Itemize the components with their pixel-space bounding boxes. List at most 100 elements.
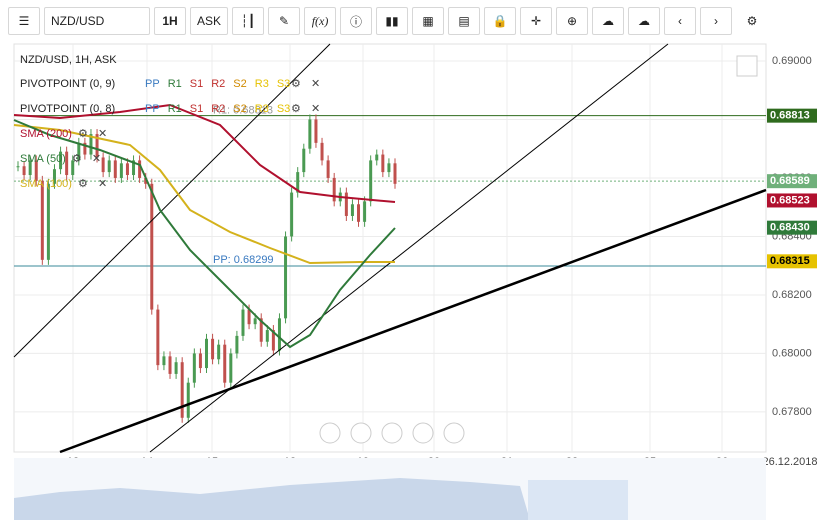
candle xyxy=(381,154,385,173)
candle xyxy=(22,166,26,176)
info[interactable]: ⓘ xyxy=(340,7,373,35)
candle xyxy=(308,119,312,149)
candle xyxy=(52,169,56,184)
candle xyxy=(205,338,208,369)
candle xyxy=(95,134,99,158)
candle xyxy=(350,204,354,216)
candle xyxy=(138,160,142,178)
price-tag-label: 0.68589 xyxy=(770,175,810,187)
r1-label: R1: 0.68813 xyxy=(213,105,273,117)
pivot-level: R2 xyxy=(211,78,225,90)
side[interactable]: ASK xyxy=(190,7,229,35)
candle xyxy=(28,160,32,176)
price-tag xyxy=(767,108,817,123)
sma-name: SMA (50) xyxy=(20,153,66,165)
candle xyxy=(83,142,87,155)
zoom-out[interactable] xyxy=(350,422,372,444)
toolbar: ☰ NZD/USD 1H ASK ┆┃ ✎ f(x) ⓘ ▮▮ ▦ ▤ 🔒 ✛ … xyxy=(0,0,828,42)
menu[interactable]: ☰ xyxy=(8,7,40,35)
candle xyxy=(77,142,81,161)
pivot-level: S3 xyxy=(277,103,290,115)
candle xyxy=(16,166,20,168)
candle xyxy=(393,163,397,184)
symbol[interactable]: NZD/USD xyxy=(44,7,150,35)
close: ✕ xyxy=(92,153,101,165)
candle xyxy=(241,309,245,336)
candle xyxy=(223,344,227,383)
pivot-name: PIVOTPOINT (0, 8) xyxy=(20,103,115,115)
candle xyxy=(332,177,336,202)
sma-name: SMA (200) xyxy=(20,128,72,140)
candle xyxy=(235,335,239,354)
sma-name: SMA (100) xyxy=(20,178,72,190)
next[interactable]: › xyxy=(700,7,733,35)
candle xyxy=(125,163,129,176)
candle xyxy=(180,362,184,418)
candle xyxy=(65,151,69,176)
candle xyxy=(369,160,373,202)
settings[interactable]: ⚙ xyxy=(746,14,758,28)
candle xyxy=(363,201,367,222)
news[interactable]: ▤ xyxy=(448,7,481,35)
candle xyxy=(107,160,111,173)
candle xyxy=(314,119,318,143)
price-tag-label: 0.68523 xyxy=(770,194,810,206)
popout[interactable] xyxy=(736,55,758,77)
nav-right[interactable] xyxy=(443,422,465,444)
close: ✕ xyxy=(311,103,320,115)
candle xyxy=(119,163,123,178)
pivot-level: S1 xyxy=(190,103,203,115)
y-tick-label: 0.69000 xyxy=(772,55,812,67)
price-tag xyxy=(767,174,817,189)
candle xyxy=(198,353,202,369)
plot-area xyxy=(13,43,767,453)
pivot-level: S1 xyxy=(190,78,203,90)
nav-left[interactable] xyxy=(319,422,341,444)
pivot-level: R3 xyxy=(255,103,269,115)
pivot-level: PP xyxy=(145,78,160,90)
y-tick-label: 0.68000 xyxy=(772,347,812,359)
download[interactable]: ☁ xyxy=(628,7,661,35)
indicators[interactable]: f(x) xyxy=(304,7,337,35)
pivot-level: R2 xyxy=(211,103,225,115)
trend-line xyxy=(13,43,331,358)
gear: ⚙ xyxy=(78,128,88,140)
candle xyxy=(144,177,148,184)
prev[interactable]: ‹ xyxy=(664,7,697,35)
gear: ⚙ xyxy=(291,78,301,90)
upload[interactable]: ☁ xyxy=(592,7,625,35)
close: ✕ xyxy=(98,128,107,140)
nav-controls xyxy=(319,422,465,444)
candle xyxy=(71,160,75,176)
candle xyxy=(247,309,251,325)
pp-label: PP: 0.68299 xyxy=(213,254,274,266)
close: ✕ xyxy=(98,178,107,190)
reset[interactable] xyxy=(381,422,403,444)
volume[interactable]: ▮▮ xyxy=(376,7,409,35)
candle xyxy=(357,204,361,222)
candle xyxy=(387,163,391,173)
sma-200 xyxy=(13,103,396,203)
pivot-level: PP xyxy=(145,103,160,115)
candle xyxy=(253,318,257,325)
chart-type[interactable]: ┆┃ xyxy=(232,7,265,35)
zoom[interactable]: ⊕ xyxy=(556,7,589,35)
candle xyxy=(186,382,190,418)
trend-line xyxy=(59,188,767,454)
navigator-area xyxy=(528,480,628,520)
candle xyxy=(34,160,38,181)
close: ✕ xyxy=(311,78,320,90)
crosshair[interactable]: ✛ xyxy=(520,7,553,35)
interval[interactable]: 1H xyxy=(154,7,186,35)
pivot-level: R1 xyxy=(168,78,182,90)
sma-50 xyxy=(13,119,396,349)
candle xyxy=(326,160,330,178)
calendar[interactable]: ▦ xyxy=(412,7,445,35)
candle xyxy=(259,318,263,342)
candle xyxy=(174,362,178,374)
zoom-in[interactable] xyxy=(412,422,434,444)
lock[interactable]: 🔒 xyxy=(484,7,517,35)
candle xyxy=(192,353,196,383)
draw[interactable]: ✎ xyxy=(268,7,301,35)
